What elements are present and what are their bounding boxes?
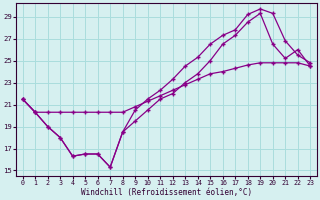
X-axis label: Windchill (Refroidissement éolien,°C): Windchill (Refroidissement éolien,°C): [81, 188, 252, 197]
